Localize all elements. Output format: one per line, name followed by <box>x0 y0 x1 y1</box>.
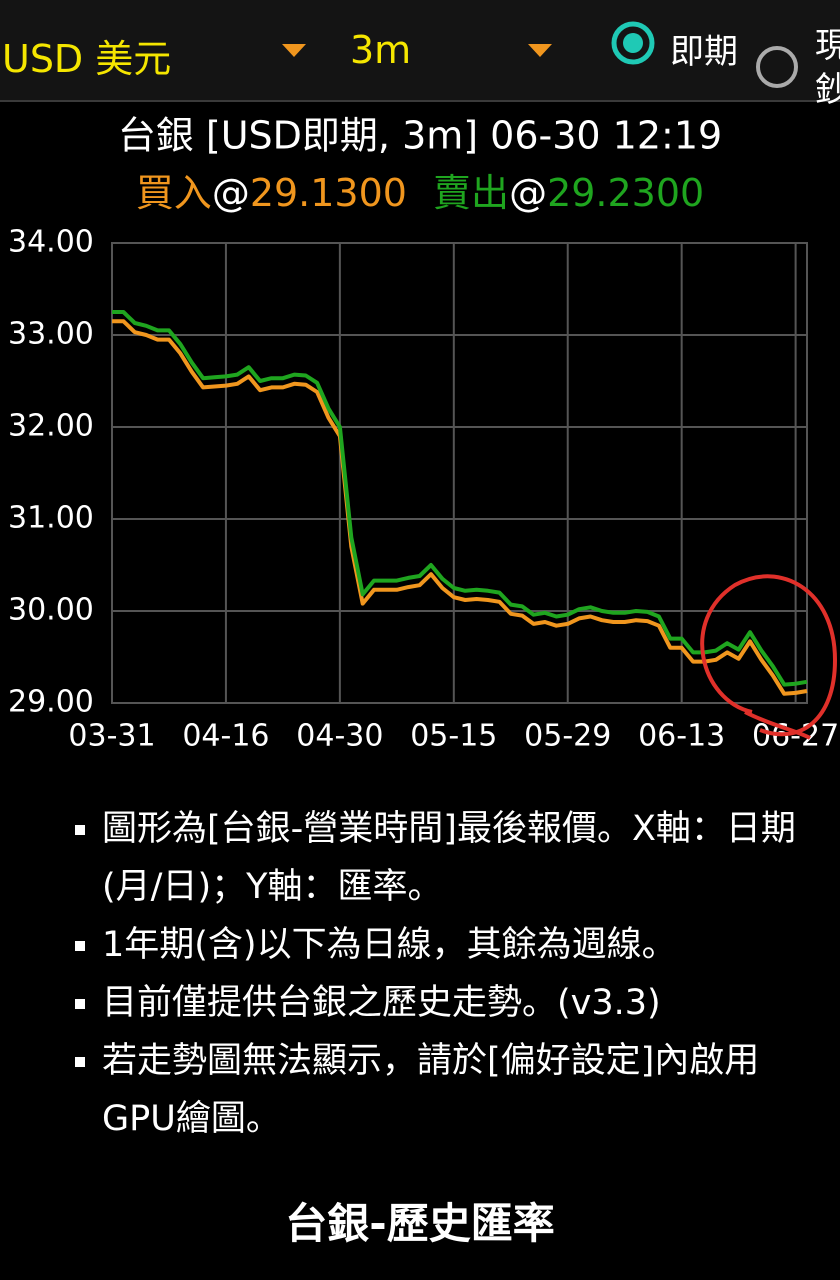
quote-price: 29.1300 <box>250 171 407 215</box>
x-tick-label: 03-31 <box>68 719 155 754</box>
y-tick-label: 34.00 <box>8 225 94 260</box>
annotation-circle <box>700 574 838 740</box>
radio-unselected[interactable] <box>752 42 804 94</box>
period-select[interactable]: 3m <box>350 28 412 72</box>
radio-label[interactable]: 即期 <box>670 32 738 72</box>
x-tick-label: 05-15 <box>410 719 497 754</box>
radio-selected[interactable] <box>608 18 660 70</box>
y-tick-label: 30.00 <box>8 593 94 628</box>
x-tick-label: 04-30 <box>296 719 383 754</box>
dropdown-arrow <box>282 44 306 57</box>
y-tick-label: 31.00 <box>8 501 94 536</box>
notes: 圖形為[台銀-營業時間]最後報價。X軸：日期(月/日)；Y軸：匯率。 1年期(含… <box>62 800 832 1148</box>
currency-select[interactable]: USD 美元 <box>2 37 172 81</box>
quote-label: 賣出 <box>433 171 509 215</box>
x-tick-label: 06-27 <box>752 719 839 754</box>
footer-title: 台銀-歷史匯率 <box>285 1199 555 1248</box>
x-tick-label: 04-16 <box>182 719 269 754</box>
quote-label: 買入 <box>136 171 212 215</box>
y-tick-label: 32.00 <box>8 409 94 444</box>
note: 圖形為[台銀-營業時間]最後報價。X軸：日期(月/日)；Y軸：匯率。 <box>102 800 832 916</box>
note: 目前僅提供台銀之歷史走勢。(v3.3) <box>102 974 832 1032</box>
x-tick-label: 06-13 <box>638 719 725 754</box>
series-line <box>112 310 808 687</box>
quote-prefix: @ <box>212 171 250 215</box>
x-tick-label: 05-29 <box>524 719 611 754</box>
y-tick-label: 29.00 <box>8 685 94 720</box>
chart-subtitle: 買入@29.1300 賣出@29.2300 <box>136 171 704 215</box>
chart-title: 台銀 [USD即期, 3m] 06-30 12:19 <box>118 114 722 158</box>
series-line <box>112 319 808 696</box>
dropdown-arrow <box>528 44 552 57</box>
chart: 台銀 [USD即期, 3m] 06-30 12:19 買入@29.1300 賣出… <box>8 114 839 754</box>
y-tick-label: 33.00 <box>8 317 94 352</box>
quote-price: 29.2300 <box>547 171 704 215</box>
note: 若走勢圖無法顯示，請於[偏好設定]內啟用GPU繪圖。 <box>102 1032 832 1148</box>
note: 1年期(含)以下為日線，其餘為週線。 <box>102 916 832 974</box>
quote-prefix: @ <box>509 171 547 215</box>
toolbar: USD 美元 3m 即期 現鈔 <box>0 0 840 110</box>
radio-label[interactable]: 現鈔 <box>815 26 840 110</box>
